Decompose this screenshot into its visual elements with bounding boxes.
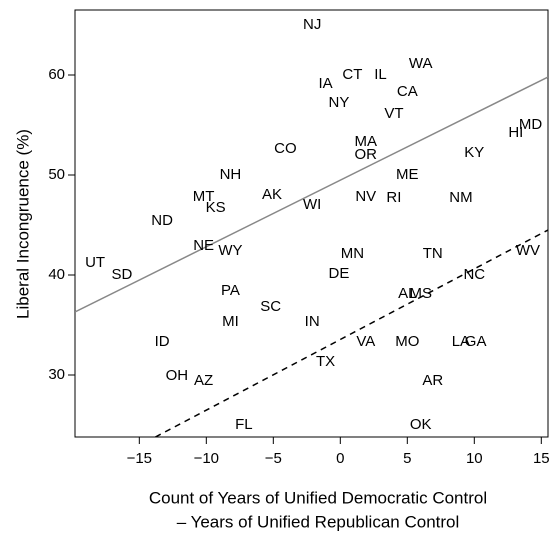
state-label: NV [355,188,376,205]
state-label: TN [423,245,443,262]
state-label: WA [409,55,433,72]
state-label: VT [384,105,403,122]
x-tick-label: 5 [403,450,411,467]
state-label: AL [398,285,416,302]
y-tick-label: 30 [48,366,65,383]
state-label: IL [374,66,387,83]
state-label: MT [193,188,215,205]
state-label: FL [235,416,253,433]
state-label: LA [452,333,470,350]
x-tick-label: 10 [466,450,483,467]
state-label: CO [274,140,297,157]
state-label: NJ [303,16,321,33]
state-label: AR [422,372,443,389]
state-label: OK [410,416,432,433]
state-label: KY [464,144,484,161]
x-tick-label: −10 [194,450,219,467]
y-axis-label: Liberal Incongruence (%) [13,129,32,319]
state-label: KS [206,199,226,216]
state-label: OR [355,146,378,163]
state-label: NM [449,189,472,206]
state-label: IA [318,75,332,92]
state-label: NE [193,237,214,254]
state-label: MO [395,333,419,350]
state-label: ND [151,212,173,229]
state-label: CA [397,83,418,100]
state-label: UT [85,254,105,271]
state-label: AK [262,186,282,203]
state-label: PA [221,282,240,299]
x-tick-label: −5 [265,450,282,467]
state-label: NY [329,94,350,111]
state-label: RI [386,189,401,206]
y-tick-label: 60 [48,66,65,83]
state-label: NH [220,166,242,183]
x-axis-label: Count of Years of Unified Democratic Con… [149,488,487,507]
x-tick-label: 0 [336,450,344,467]
state-label: MS [409,285,432,302]
y-tick-label: 50 [48,166,65,183]
state-label: TX [316,353,335,370]
state-label: CT [342,66,362,83]
state-label: ME [396,166,419,183]
state-label: AZ [194,372,213,389]
state-label: GA [465,333,487,350]
state-label: MI [222,313,239,330]
state-label: VA [356,333,375,350]
state-label: MA [355,133,378,150]
x-axis-label: – Years of Unified Republican Control [177,512,460,531]
state-label: ID [155,333,170,350]
x-tick-label: 15 [533,450,550,467]
state-label: HI [508,124,523,141]
state-label: MN [341,245,364,262]
fit-line [155,229,548,437]
state-label: IN [305,313,320,330]
x-tick-label: −15 [127,450,152,467]
state-label: SD [111,266,132,283]
plot-frame [74,9,549,438]
state-label: SC [260,298,281,315]
state-label: OH [166,367,189,384]
state-label: WY [218,242,242,259]
fit-line [75,76,548,313]
y-tick-label: 40 [48,266,65,283]
state-label: NC [463,266,485,283]
state-label: DE [329,265,350,282]
state-label: MD [519,116,542,133]
state-label: WI [303,196,321,213]
state-label: WV [516,242,540,259]
